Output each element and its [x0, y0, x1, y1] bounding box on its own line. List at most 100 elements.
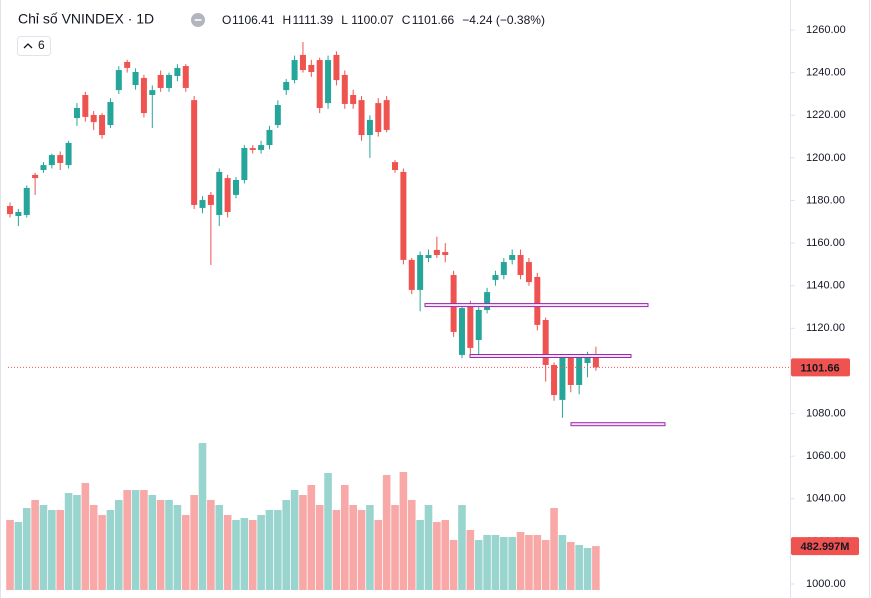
- volume-bar: [73, 495, 81, 590]
- volume-bar: [399, 472, 408, 590]
- volume-bar: [89, 505, 98, 590]
- volume-bar: [374, 520, 383, 590]
- candle-body: [525, 262, 532, 283]
- candle-body: [82, 94, 89, 117]
- volume-bar: [315, 505, 324, 590]
- volume-bar: [307, 485, 316, 590]
- volume-bar: [500, 537, 508, 590]
- candle-body: [174, 67, 181, 77]
- volume-bar: [525, 535, 533, 590]
- volume-bar: [357, 510, 366, 590]
- candle-body: [140, 77, 147, 114]
- candle-body: [392, 162, 399, 170]
- volume-bar: [257, 515, 265, 590]
- candle-body: [559, 357, 566, 400]
- candle-body: [417, 255, 424, 290]
- candle-body: [467, 305, 474, 348]
- ohlc-letter: H: [283, 13, 292, 27]
- volume-bar: [341, 485, 349, 590]
- volume-bar: [508, 537, 516, 590]
- volume-bar: [14, 522, 23, 590]
- candle-body: [149, 90, 156, 95]
- indicator-count: 6: [38, 38, 45, 52]
- volume-bar: [56, 510, 65, 590]
- volume-bar: [441, 520, 450, 590]
- candle-body: [433, 249, 440, 256]
- candle-body: [23, 187, 30, 215]
- indicator-toggle[interactable]: [17, 36, 51, 56]
- ohlc-value: 1111.39: [293, 13, 334, 27]
- candle-body: [216, 171, 223, 215]
- volume-badge: [791, 537, 859, 556]
- candle-body: [258, 145, 265, 150]
- candle-body: [107, 102, 114, 126]
- volume-bar: [558, 535, 567, 590]
- y-tick-label: 1160.00: [806, 237, 845, 249]
- candle-body: [500, 262, 507, 276]
- last-price-label: 1101.66: [800, 362, 839, 374]
- candle-body: [224, 178, 231, 212]
- level-line: [570, 422, 666, 427]
- ohlc-letter: L: [341, 13, 348, 27]
- volume-bar: [98, 515, 106, 590]
- volume-bar: [232, 520, 240, 590]
- level-line: [469, 354, 632, 359]
- candle-body: [333, 54, 340, 81]
- volume-bar: [575, 545, 583, 590]
- volume-bar: [433, 522, 441, 590]
- candle-body: [492, 275, 499, 280]
- ohlc-value: 1100.07: [351, 13, 394, 27]
- volume-bar: [416, 520, 424, 590]
- volume-bar: [190, 495, 198, 590]
- y-tick-label: 1220.00: [806, 109, 846, 121]
- volume-bar: [424, 505, 433, 590]
- volume-bar: [165, 500, 173, 590]
- volume-bar: [22, 508, 31, 590]
- candle-body: [475, 309, 482, 341]
- candle-body: [592, 357, 599, 368]
- candle-body: [132, 71, 139, 85]
- ohlc-value: 1106.41: [232, 13, 275, 27]
- ohlc-letter: O: [222, 13, 231, 27]
- candle-body: [408, 259, 415, 290]
- candle-body: [366, 119, 373, 136]
- y-tick-label: 1000.00: [806, 578, 846, 590]
- y-tick-label: 1180.00: [806, 194, 845, 206]
- candle-body: [350, 94, 357, 104]
- volume-bar: [583, 548, 592, 590]
- volume-bar: [265, 510, 274, 590]
- volume-bar: [290, 490, 299, 590]
- volume-bar: [407, 500, 416, 590]
- volume-bar: [474, 540, 483, 590]
- candle-body: [274, 105, 281, 126]
- candle-body: [509, 255, 516, 260]
- volume-label: 482.997M: [801, 541, 850, 553]
- candle-body: [484, 292, 491, 310]
- legend-header: Chỉ số VNINDEX · 1D 6 O 1106.41 H 1111.39 L 1…: [17, 11, 545, 56]
- candle-body: [316, 60, 323, 108]
- volume-bar: [332, 510, 341, 590]
- y-tick-label: 1080.00: [806, 407, 846, 419]
- candle-body: [358, 100, 365, 136]
- volume-bar: [248, 520, 257, 590]
- volume-bar: [449, 540, 458, 590]
- volume-bar: [106, 510, 115, 590]
- volume-bar: [541, 540, 550, 590]
- volume-bar: [274, 510, 282, 590]
- candle-body: [266, 129, 273, 146]
- ohlc-value: 1101.66: [412, 13, 455, 27]
- volume-bar: [592, 546, 600, 590]
- volume-bar: [39, 505, 48, 590]
- volume-bar: [115, 500, 123, 590]
- volume-bar: [458, 505, 466, 590]
- volume-bar: [550, 508, 558, 590]
- candle-body: [115, 70, 122, 91]
- volume-bar: [483, 535, 491, 590]
- y-tick-label: 1140.00: [806, 280, 845, 292]
- volume-bar: [181, 515, 190, 590]
- plot-area: [6, 41, 666, 590]
- candle-body: [90, 115, 97, 123]
- candle-body: [249, 148, 256, 150]
- candle-body: [400, 171, 407, 260]
- candle-body: [458, 308, 465, 355]
